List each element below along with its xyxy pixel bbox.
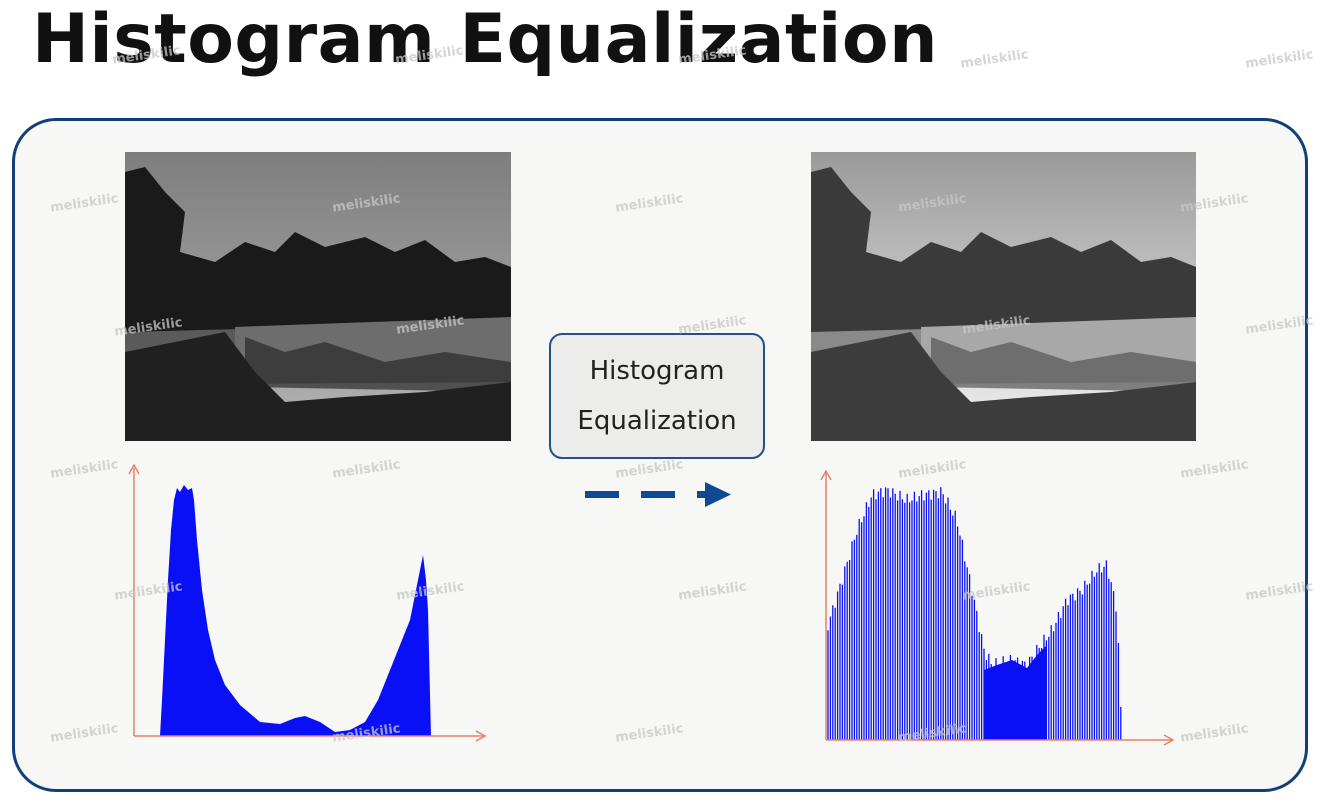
- process-label-line1: Histogram: [589, 356, 725, 386]
- page-title: Histogram Equalization: [32, 0, 938, 79]
- equalized-histogram: [812, 460, 1192, 750]
- watermark: meliskilic: [959, 47, 1030, 72]
- dashed-arrow-right-icon: [585, 481, 735, 509]
- histogram-dense-region: [984, 645, 1047, 740]
- equalized-image: [811, 152, 1196, 441]
- original-histogram: [120, 460, 500, 750]
- original-image: [125, 152, 511, 441]
- histogram-equalization-box: Histogram Equalization: [549, 333, 765, 459]
- histogram-bars: [827, 487, 1122, 740]
- watermark: meliskilic: [1244, 47, 1315, 72]
- process-label-line2: Equalization: [577, 406, 737, 436]
